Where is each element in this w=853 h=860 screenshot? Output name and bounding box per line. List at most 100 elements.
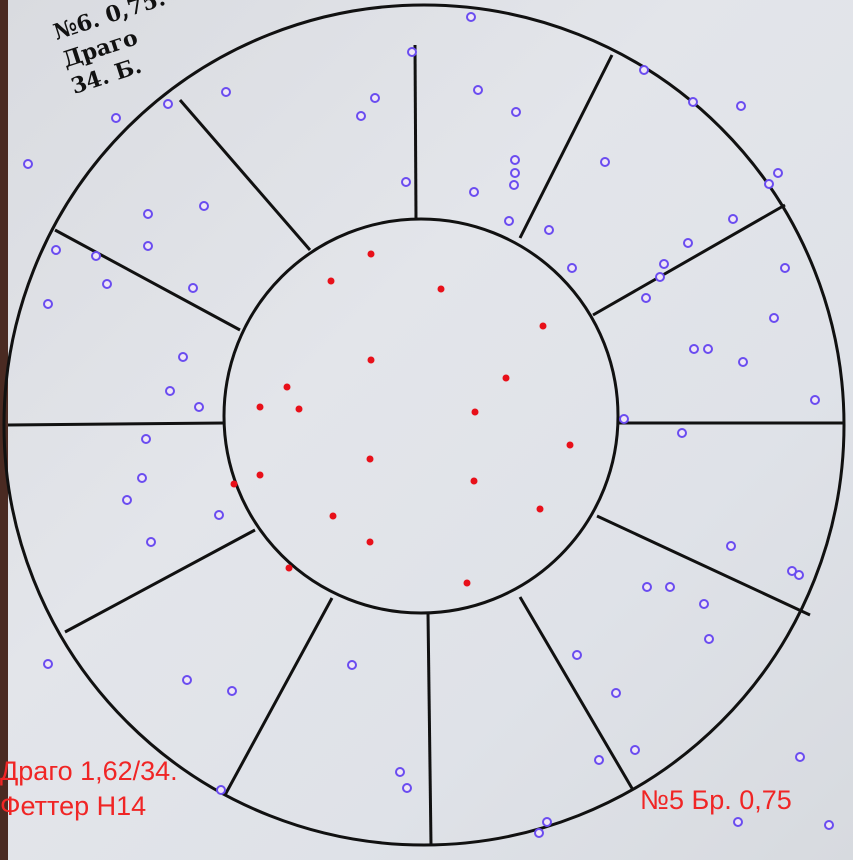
outer-hit-mark [407,47,417,57]
inner-hit-mark [367,250,375,258]
outer-hit-mark [572,650,582,660]
outer-hit-mark [347,660,357,670]
spoke [413,44,418,220]
outer-hit-mark [216,785,226,795]
outer-hit-mark [769,313,779,323]
outer-hit-mark [619,414,629,424]
outer-hit-mark [704,634,714,644]
outer-hit-mark [163,99,173,109]
outer-hit-mark [659,259,669,269]
inner-hit-mark [366,538,374,546]
outer-hit-mark [733,817,743,827]
outer-hit-mark [182,675,192,685]
inner-circle [222,217,620,615]
outer-hit-mark [102,279,112,289]
inner-hit-mark [367,356,375,364]
spoke [223,597,334,796]
spoke [426,612,433,846]
outer-hit-mark [370,93,380,103]
outer-hit-mark [199,201,209,211]
outer-hit-mark [511,107,521,117]
spoke [178,99,312,251]
inner-hit-mark [256,403,264,411]
outer-hit-mark [795,752,805,762]
outer-hit-mark [356,111,366,121]
outer-hit-mark [642,582,652,592]
outer-hit-mark [402,783,412,793]
outer-hit-mark [473,85,483,95]
outer-hit-mark [221,87,231,97]
outer-hit-mark [544,225,554,235]
outer-hit-mark [510,155,520,165]
outer-hit-mark [641,293,651,303]
outer-hit-mark [726,541,736,551]
spoke [518,54,614,239]
outer-hit-mark [122,495,132,505]
inner-hit-mark [539,322,547,330]
outer-hit-mark [188,283,198,293]
outer-hit-mark [466,12,476,22]
outer-hit-mark [699,599,709,609]
outer-hit-mark [639,65,649,75]
inner-hit-mark [285,564,293,572]
outer-hit-mark [395,767,405,777]
outer-hit-mark [611,688,621,698]
outer-hit-mark [143,209,153,219]
outer-hit-mark [764,179,774,189]
spoke [518,596,635,791]
annotation-line: Феттер Н14 [0,791,147,821]
inner-hit-mark [437,285,445,293]
inner-hit-mark [329,512,337,520]
outer-hit-mark [43,299,53,309]
outer-hit-mark [146,537,156,547]
annotation-left: Драго 1,62/34. Феттер Н14 [0,758,178,820]
outer-hit-mark [510,168,520,178]
outer-hit-mark [810,395,820,405]
outer-hit-mark [141,434,151,444]
outer-hit-mark [824,820,834,830]
inner-hit-mark [327,277,335,285]
inner-hit-mark [230,480,238,488]
outer-hit-mark [594,755,604,765]
outer-hit-mark [23,159,33,169]
outer-hit-mark [703,344,713,354]
outer-hit-mark [227,686,237,696]
outer-hit-mark [780,263,790,273]
outer-circle [2,3,846,847]
outer-hit-mark [567,263,577,273]
outer-hit-mark [773,168,783,178]
outer-hit-mark [600,157,610,167]
inner-hit-mark [536,505,544,513]
outer-hit-mark [143,241,153,251]
outer-hit-mark [728,214,738,224]
inner-hit-mark [256,471,264,479]
outer-hit-mark [688,97,698,107]
inner-hit-mark [502,374,510,382]
outer-hit-mark [137,473,147,483]
inner-hit-mark [295,405,303,413]
inner-hit-mark [283,383,291,391]
outer-hit-mark [736,101,746,111]
outer-hit-mark [738,357,748,367]
outer-hit-mark [655,272,665,282]
outer-hit-mark [91,251,101,261]
outer-hit-mark [43,659,53,669]
spoke [592,203,786,317]
inner-hit-mark [366,455,374,463]
outer-hit-mark [665,582,675,592]
outer-hit-mark [214,510,224,520]
spoke [64,528,256,634]
spoke [7,421,226,427]
outer-hit-mark [542,817,552,827]
outer-hit-mark [165,386,175,396]
outer-hit-mark [51,245,61,255]
inner-hit-mark [566,441,574,449]
outer-hit-mark [534,828,544,838]
outer-hit-mark [683,238,693,248]
spoke [596,514,811,617]
outer-hit-mark [194,402,204,412]
outer-hit-mark [111,113,121,123]
outer-hit-mark [509,180,519,190]
inner-hit-mark [471,408,479,416]
